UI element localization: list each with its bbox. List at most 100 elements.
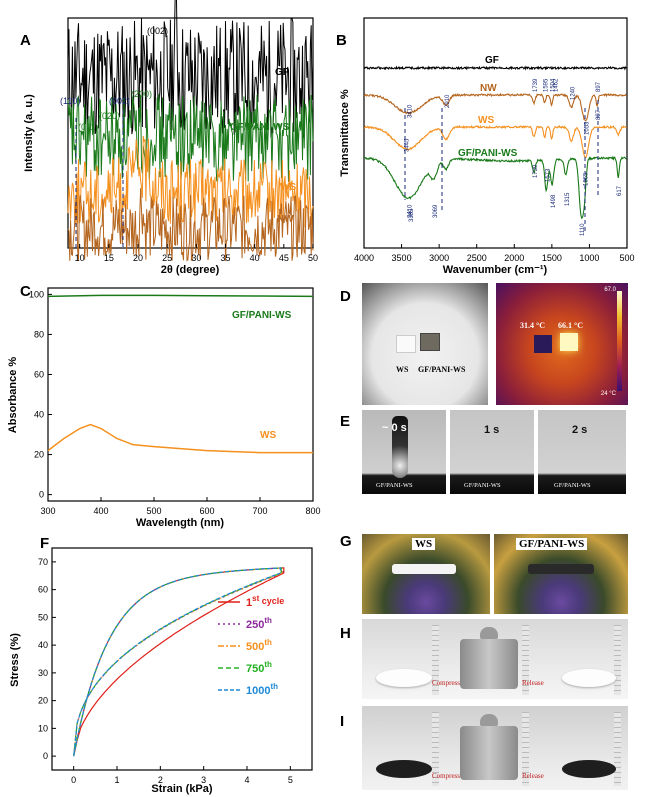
a-xtick-label: 15 — [104, 253, 114, 263]
panel-h-label: H — [340, 625, 351, 642]
f-legend-sup: st — [252, 594, 259, 603]
scale-bottom: 24 °C — [600, 391, 616, 397]
temp-gf: 66.1 °C — [558, 321, 583, 330]
f-xtick-label: 3 — [201, 775, 206, 785]
e-time-1: 1 s — [484, 424, 500, 436]
a-legend-nw: NW — [277, 214, 294, 225]
h-release: Release — [522, 679, 544, 687]
panel-e-letter: E — [340, 413, 350, 430]
f-ytick-label: 10 — [38, 723, 48, 733]
gf-after — [562, 760, 616, 778]
panel-f-letter: F — [40, 535, 49, 552]
a-xtick-label: 30 — [191, 253, 201, 263]
i-release: Release — [522, 772, 544, 780]
e-caption-0: GF/PANI-WS — [376, 482, 413, 489]
panel-c-letter: C — [20, 283, 31, 300]
a-legend-gfpani: GF/PANI-WS — [230, 122, 290, 133]
c-ytick-label: 20 — [34, 450, 44, 460]
ws-after — [562, 669, 616, 687]
b-peak-label: 1065 — [584, 172, 590, 186]
temp-ws: 31.4 °C — [520, 321, 545, 330]
panel-c-series — [47, 294, 314, 454]
b-peak-label: 897 — [596, 109, 602, 120]
panel-e-frame-0: ~ 0 s GF/PANI-WS — [362, 410, 446, 494]
peak-200: (200) — [131, 89, 152, 99]
f-xtick-label: 2 — [158, 775, 163, 785]
peak-020: (020) — [99, 111, 120, 121]
panel-d-label: D — [340, 288, 351, 305]
c-ytick-label: 80 — [34, 329, 44, 339]
panel-b-letter: B — [336, 32, 347, 49]
panel-c-frame — [47, 287, 314, 502]
a-xtick-label: 40 — [250, 253, 260, 263]
c-ytick-label: 100 — [29, 289, 44, 299]
f-legend-sup: th — [264, 660, 272, 669]
e-caption-1: GF/PANI-WS — [464, 482, 501, 489]
ruler-5 — [522, 712, 529, 786]
panel-g-photo-ws: WS — [362, 534, 490, 614]
i-compress: Compress — [432, 772, 460, 780]
f-legend-sup: th — [270, 682, 278, 691]
panel-h-photo: Compress Release — [362, 619, 628, 699]
f-legend-label: 500th — [246, 638, 272, 653]
f-legend-label: 250th — [246, 616, 272, 631]
panel-e-label: E — [340, 413, 350, 430]
ruler-1 — [432, 625, 439, 695]
b-peak-label: 1573 — [545, 168, 551, 182]
a-ylabel: Intensity (a. u.) — [23, 94, 35, 172]
a-xtick-label: 35 — [220, 253, 230, 263]
b-series-nw — [363, 92, 627, 122]
b-legend-nw: NW — [480, 83, 497, 94]
b-xlabel: Wavenumber (cm⁻¹) — [443, 264, 548, 276]
gf-sample — [420, 333, 440, 351]
panel-b-ticks: 4000 3500 3000 2500 2000 1500 1000 500 — [354, 244, 635, 263]
b-peak-label: 3410 — [407, 204, 413, 218]
e-time-0: ~ 0 s — [382, 422, 407, 434]
d-label-gf: GF/PANI-WS — [418, 365, 466, 374]
c-xtick-label: 300 — [40, 506, 55, 516]
peak-011: (011) — [78, 122, 98, 132]
c-ylabel: Absorbance % — [7, 357, 19, 434]
b-peak-label: 617 — [617, 185, 623, 196]
c-xtick-label: 800 — [305, 506, 320, 516]
a-xtick-label: 20 — [133, 253, 143, 263]
panel-c-chart: C 300 400 500 600 700 800 0 20 40 60 80 100 GF/PANI… — [7, 283, 321, 529]
c-xtick-label: 700 — [252, 506, 267, 516]
b-ylabel: Transmittance % — [339, 89, 351, 177]
a-xtick-label: 50 — [308, 253, 318, 263]
ruler-6 — [614, 712, 621, 786]
e-time-2: 2 s — [572, 424, 588, 436]
f-xlabel: Strain (kPa) — [151, 783, 212, 795]
panel-e-frame-2: 2 s GF/PANI-WS — [538, 410, 626, 494]
a-xtick-label: 25 — [162, 253, 172, 263]
panel-a-chart: A 10 15 20 25 30 35 40 45 50 (002) (110) (011) (… — [20, 0, 318, 276]
b-peak-label: 1739 — [533, 164, 539, 178]
c-ytick-label: 40 — [34, 410, 44, 420]
f-xtick-label: 5 — [288, 775, 293, 785]
f-ytick-label: 70 — [38, 557, 48, 567]
ws-sample — [396, 335, 416, 353]
ruler-4 — [432, 712, 439, 786]
g-label-gf: GF/PANI-WS — [516, 538, 588, 550]
b-peak-label: 1462 — [554, 78, 560, 92]
a-legend-gf: GF — [275, 67, 289, 78]
f-ytick-label: 30 — [38, 668, 48, 678]
d-label-ws: WS — [396, 365, 409, 374]
c-xlabel: Wavelength (nm) — [136, 517, 225, 529]
b-peak-label: 1595 — [544, 78, 550, 92]
b-peak-label: 1315 — [565, 192, 571, 206]
weight-body — [460, 639, 518, 689]
ws-thermal-spot — [534, 335, 552, 353]
f-legend-label: 1000th — [246, 682, 278, 697]
panel-i-photo: Compress Release — [362, 706, 628, 790]
f-series-1000 — [73, 567, 281, 757]
gf-foam — [528, 564, 594, 574]
ws-foam — [392, 564, 456, 574]
g-label-ws: WS — [412, 538, 436, 550]
a-xtick-label: 10 — [75, 253, 85, 263]
b-peak-label: 1498 — [551, 194, 557, 208]
weight-body-i — [460, 726, 518, 780]
weight-top — [480, 627, 498, 639]
